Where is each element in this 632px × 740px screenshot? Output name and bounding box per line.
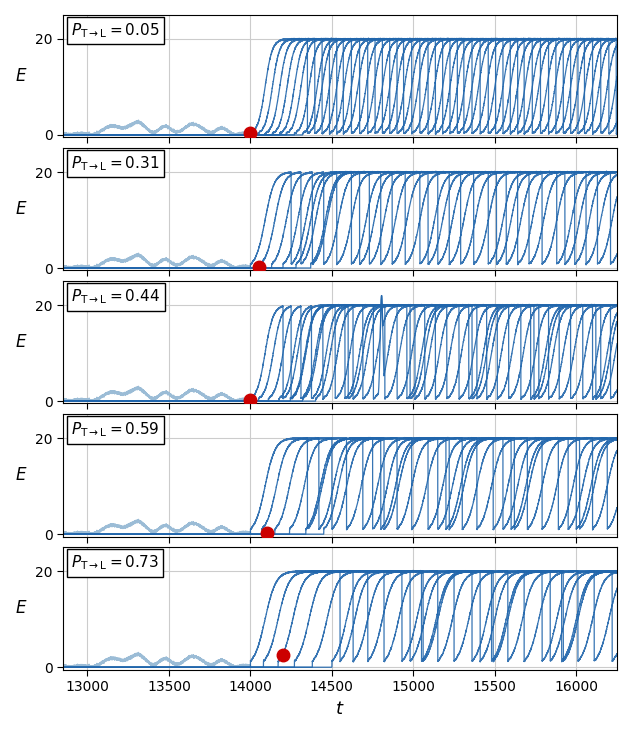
Y-axis label: $E$: $E$ (15, 67, 27, 85)
Y-axis label: $E$: $E$ (15, 466, 27, 485)
Text: $P_{\mathrm{T}\to\mathrm{L}} = 0.59$: $P_{\mathrm{T}\to\mathrm{L}} = 0.59$ (71, 420, 159, 439)
X-axis label: $t$: $t$ (335, 699, 345, 718)
Text: $P_{\mathrm{T}\to\mathrm{L}} = 0.31$: $P_{\mathrm{T}\to\mathrm{L}} = 0.31$ (71, 154, 160, 173)
Y-axis label: $E$: $E$ (15, 201, 27, 218)
Text: $P_{\mathrm{T}\to\mathrm{L}} = 0.05$: $P_{\mathrm{T}\to\mathrm{L}} = 0.05$ (71, 21, 160, 40)
Text: $P_{\mathrm{T}\to\mathrm{L}} = 0.73$: $P_{\mathrm{T}\to\mathrm{L}} = 0.73$ (71, 554, 159, 572)
Y-axis label: $E$: $E$ (15, 599, 27, 617)
Y-axis label: $E$: $E$ (15, 333, 27, 352)
Text: $P_{\mathrm{T}\to\mathrm{L}} = 0.44$: $P_{\mathrm{T}\to\mathrm{L}} = 0.44$ (71, 287, 161, 306)
